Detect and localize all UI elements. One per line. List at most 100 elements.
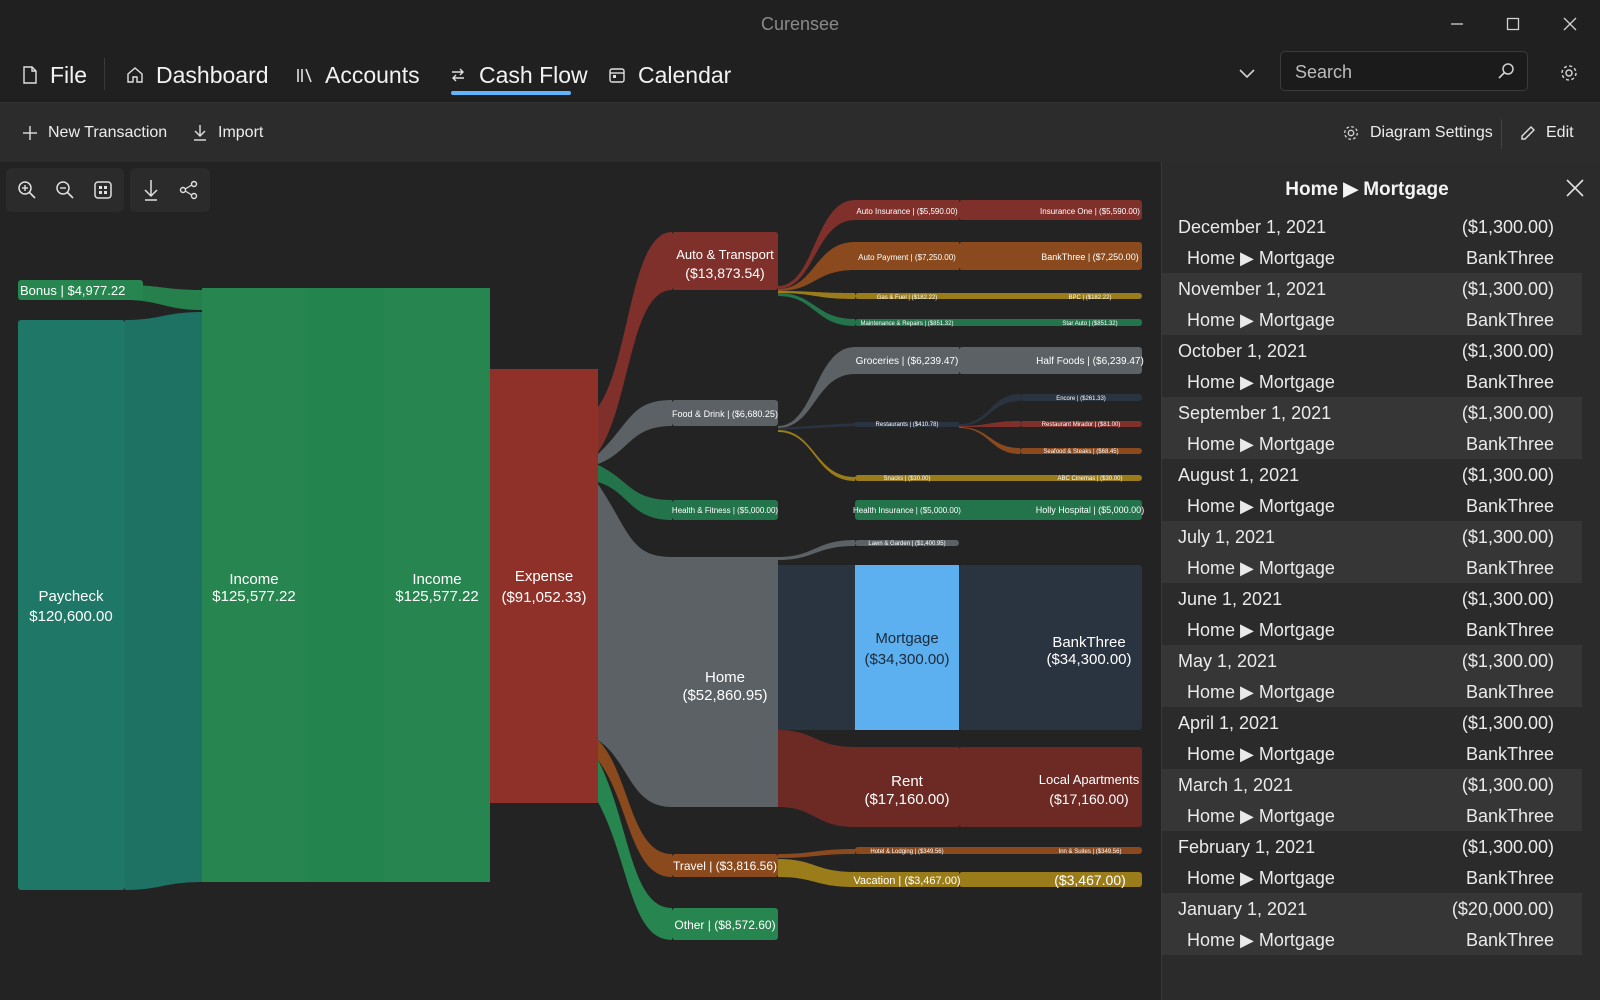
transaction-row[interactable]: November 1, 2021 ($1,300.00) Home ▶ Mortga… xyxy=(1162,273,1582,335)
import-button[interactable]: Import xyxy=(192,103,263,163)
tab-cash-flow[interactable]: Cash Flow xyxy=(449,56,588,94)
transaction-row[interactable]: July 1, 2021 ($1,300.00) Home ▶ Mortgage Ba… xyxy=(1162,521,1582,583)
node-local-apartments[interactable] xyxy=(959,747,1142,827)
node-home[interactable] xyxy=(672,557,778,807)
node-auto-insurance[interactable] xyxy=(855,200,959,220)
node-half-foods[interactable] xyxy=(959,347,1142,374)
node-travel[interactable] xyxy=(672,854,778,877)
transaction-row[interactable]: April 1, 2021 ($1,300.00) Home ▶ Mortgage B… xyxy=(1162,707,1582,769)
node-seafood[interactable] xyxy=(1020,448,1142,454)
zoom-out-button[interactable] xyxy=(46,168,84,212)
search-box[interactable] xyxy=(1280,51,1528,92)
edit-button[interactable]: Edit xyxy=(1520,103,1574,163)
label-income2-amount: $125,577.22 xyxy=(395,588,478,605)
node-bankthree-auto[interactable] xyxy=(959,242,1142,270)
transaction-row[interactable]: March 1, 2021 ($1,300.00) Home ▶ Mortgage B… xyxy=(1162,769,1582,831)
diagram-settings-label: Diagram Settings xyxy=(1370,124,1493,141)
node-groceries[interactable] xyxy=(855,347,959,374)
transaction-amount: ($1,300.00) xyxy=(1461,217,1554,237)
transaction-category: Home ▶ Mortgage xyxy=(1187,496,1335,516)
maximize-icon xyxy=(1506,17,1520,31)
node-encore[interactable] xyxy=(1020,394,1142,401)
transaction-date: June 1, 2021 xyxy=(1178,589,1283,609)
panel-title: Home ▶ Mortgage xyxy=(1285,179,1449,200)
fit-screen-icon xyxy=(94,181,112,199)
node-hotel[interactable] xyxy=(855,847,1142,854)
node-auto-transport[interactable] xyxy=(672,232,778,290)
diagram-actions xyxy=(130,168,210,212)
tab-file[interactable]: File xyxy=(22,56,87,94)
transaction-row[interactable]: August 1, 2021 ($1,300.00) Home ▶ Mortgage… xyxy=(1162,459,1582,521)
link-expense-other xyxy=(598,760,672,940)
node-snacks-abc[interactable] xyxy=(855,475,1142,481)
node-income-2[interactable] xyxy=(384,288,490,882)
node-rent[interactable] xyxy=(855,747,959,827)
transaction-row[interactable]: February 1, 2021 ($1,300.00) Home ▶ Mortga… xyxy=(1162,831,1582,893)
node-bonus[interactable] xyxy=(18,280,143,300)
label-encore: Encore | ($261.33) xyxy=(1056,396,1106,402)
node-auto-payment[interactable] xyxy=(855,242,959,270)
close-window-button[interactable] xyxy=(1547,8,1593,40)
tab-dashboard-label: Dashboard xyxy=(156,61,269,88)
node-health-insurance[interactable] xyxy=(855,500,1142,520)
download-diagram-button[interactable] xyxy=(132,168,170,212)
node-paycheck[interactable] xyxy=(18,320,125,890)
node-gas-bpc[interactable] xyxy=(855,293,1142,299)
node-vacation-dest[interactable] xyxy=(959,872,1142,887)
tab-calendar[interactable]: Calendar xyxy=(608,56,731,94)
transaction-row[interactable]: October 1, 2021 ($1,300.00) Home ▶ Mortgag… xyxy=(1162,335,1582,397)
label-auto-payment: Auto Payment | ($7,250.00) xyxy=(858,253,956,262)
link-income-income xyxy=(305,288,384,882)
node-expense[interactable] xyxy=(490,369,598,803)
node-maintenance-star[interactable] xyxy=(855,319,1142,326)
active-tab-indicator xyxy=(451,91,571,95)
zoom-in-button[interactable] xyxy=(8,168,46,212)
tab-accounts[interactable]: Accounts xyxy=(295,56,420,94)
node-vacation[interactable] xyxy=(855,872,959,887)
search-icon[interactable] xyxy=(1497,62,1515,80)
node-bankthree-home[interactable] xyxy=(959,565,1142,730)
node-lawn[interactable] xyxy=(855,540,959,546)
node-income-1[interactable] xyxy=(202,288,305,882)
fit-to-screen-button[interactable] xyxy=(84,168,122,212)
link-expense-health xyxy=(598,465,672,520)
transaction-row[interactable]: May 1, 2021 ($1,300.00) Home ▶ Mortgage Ban… xyxy=(1162,645,1582,707)
transaction-account: BankThree xyxy=(1465,558,1554,578)
node-food-drink[interactable] xyxy=(672,400,778,426)
tab-dashboard[interactable]: Dashboard xyxy=(126,56,269,94)
label-bankthree-auto: BankThree | ($7,250.00) xyxy=(1041,252,1138,262)
transaction-date: January 1, 2021 xyxy=(1178,899,1308,919)
transaction-row[interactable]: January 1, 2021 ($20,000.00) Home ▶ Mortga… xyxy=(1162,893,1582,955)
label-local-apts-amount: ($17,160.00) xyxy=(1049,791,1128,807)
transaction-row[interactable]: June 1, 2021 ($1,300.00) Home ▶ Mortgage Ba… xyxy=(1162,583,1582,645)
new-transaction-button[interactable]: New Transaction xyxy=(22,103,167,163)
transaction-category: Home ▶ Mortgage xyxy=(1187,868,1335,888)
transaction-row[interactable]: September 1, 2021 ($1,300.00) Home ▶ Mortg… xyxy=(1162,397,1582,459)
sankey-diagram[interactable]: Bonus | $4,977.22 Paycheck $120,600.00 I… xyxy=(0,162,1161,1000)
share-icon xyxy=(179,180,198,200)
minimize-button[interactable] xyxy=(1434,8,1480,40)
label-vacation: Vacation | ($3,467.00) xyxy=(853,875,960,887)
label-mortgage-name: Mortgage xyxy=(875,630,938,647)
transaction-category: Home ▶ Mortgage xyxy=(1187,682,1335,702)
transaction-row[interactable]: December 1, 2021 ($1,300.00) Home ▶ Mortga… xyxy=(1162,211,1582,273)
node-health-fitness[interactable] xyxy=(672,500,778,520)
node-mortgage[interactable] xyxy=(855,565,959,730)
sankey-canvas[interactable]: Bonus | $4,977.22 Paycheck $120,600.00 I… xyxy=(0,162,1161,1000)
diagram-settings-button[interactable]: Diagram Settings xyxy=(1342,103,1493,163)
nav-overflow-button[interactable] xyxy=(1232,58,1262,88)
close-panel-button[interactable] xyxy=(1557,170,1593,206)
share-button[interactable] xyxy=(170,168,208,212)
label-groceries: Groceries | ($6,239.47) xyxy=(856,356,959,367)
node-restaurants[interactable] xyxy=(855,422,959,427)
label-abc-cinemas: ABC Cinemas | ($30.00) xyxy=(1058,476,1123,482)
maximize-button[interactable] xyxy=(1490,8,1536,40)
label-insurance-one: Insurance One | ($5,590.00) xyxy=(1040,207,1140,216)
settings-button[interactable] xyxy=(1552,56,1586,90)
node-other[interactable] xyxy=(672,908,778,940)
node-mirador[interactable] xyxy=(1020,421,1142,427)
node-insurance-one[interactable] xyxy=(959,200,1142,220)
search-input[interactable] xyxy=(1293,52,1487,92)
transaction-date: April 1, 2021 xyxy=(1178,713,1280,733)
link-groceries xyxy=(778,347,855,428)
